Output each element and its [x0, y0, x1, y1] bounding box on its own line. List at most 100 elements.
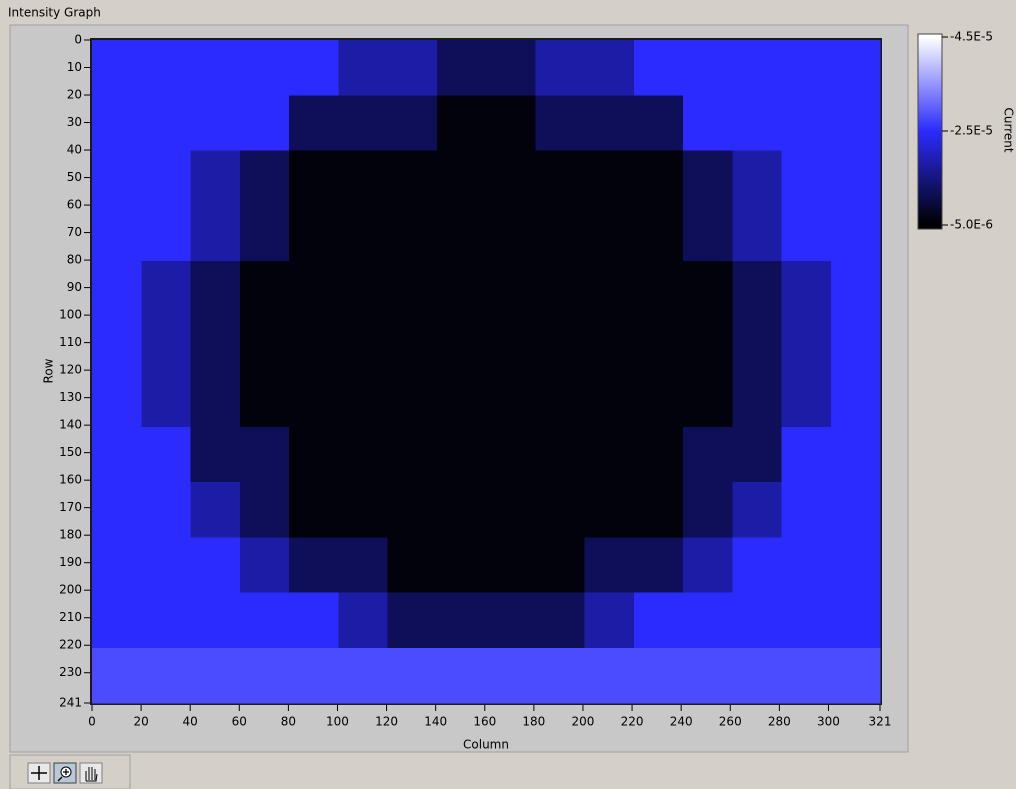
heatmap-cell	[486, 261, 536, 317]
x-tick-label: 280	[768, 715, 791, 729]
heatmap-cell	[535, 40, 585, 96]
heatmap-cell	[388, 427, 438, 483]
heatmap-cell	[240, 482, 290, 538]
y-tick-label: 180	[59, 528, 82, 542]
y-tick-label: 70	[67, 225, 82, 239]
heatmap-cell	[191, 372, 241, 428]
heatmap-cell	[486, 206, 536, 262]
heatmap-cell	[683, 537, 733, 593]
heatmap-cell	[634, 593, 684, 649]
heatmap-cell	[289, 593, 339, 649]
heatmap-cell	[191, 648, 241, 704]
heatmap-cell	[585, 316, 635, 372]
heatmap-cell	[289, 206, 339, 262]
heatmap-cell	[634, 40, 684, 96]
cursor-tool[interactable]	[28, 763, 50, 783]
x-tick-label: 20	[133, 715, 148, 729]
heatmap-cell	[683, 206, 733, 262]
heatmap-cell	[141, 206, 191, 262]
heatmap-cell	[141, 151, 191, 207]
y-tick-label: 170	[59, 500, 82, 514]
y-tick-label: 90	[67, 280, 82, 294]
heatmap-cell	[92, 482, 142, 538]
heatmap-cell	[486, 537, 536, 593]
heatmap-cell	[289, 95, 339, 151]
heatmap-cell	[486, 316, 536, 372]
heatmap-cell	[535, 427, 585, 483]
colorbar	[918, 34, 942, 229]
heatmap-cell	[92, 206, 142, 262]
x-tick-label: 200	[572, 715, 595, 729]
y-tick-label: 120	[59, 363, 82, 377]
heatmap-cell	[585, 40, 635, 96]
heatmap-cell	[338, 648, 388, 704]
heatmap-cell	[240, 316, 290, 372]
heatmap-cell	[782, 372, 832, 428]
heatmap-cell	[437, 151, 487, 207]
heatmap-cell	[831, 593, 881, 649]
heatmap-cell	[535, 593, 585, 649]
heatmap-cell	[92, 316, 142, 372]
heatmap-cell	[634, 537, 684, 593]
heatmap-cell	[141, 40, 191, 96]
heatmap-cell	[191, 40, 241, 96]
heatmap-cell	[92, 261, 142, 317]
heatmap-cell	[289, 316, 339, 372]
colorbar-tick-label: -5.0E-6	[950, 218, 993, 232]
heatmap-cell	[437, 40, 487, 96]
heatmap-cell	[831, 40, 881, 96]
heatmap-cell	[683, 372, 733, 428]
heatmap-cell	[486, 372, 536, 428]
y-tick-label: 40	[67, 143, 82, 157]
heatmap-cell	[338, 206, 388, 262]
x-tick-label: 0	[88, 715, 96, 729]
heatmap-cell	[92, 648, 142, 704]
heatmap-cell	[486, 593, 536, 649]
heatmap-cell	[388, 648, 438, 704]
heatmap-cell	[683, 427, 733, 483]
heatmap-cell	[388, 95, 438, 151]
heatmap-cell	[289, 40, 339, 96]
heatmap-cell	[191, 151, 241, 207]
heatmap-cell	[732, 427, 782, 483]
heatmap-cell	[141, 316, 191, 372]
heatmap-cell	[289, 261, 339, 317]
heatmap-cell	[732, 316, 782, 372]
heatmap-cell	[141, 593, 191, 649]
heatmap-cell	[732, 261, 782, 317]
graph-label: Intensity Graph	[8, 6, 101, 20]
heatmap-cell	[240, 537, 290, 593]
heatmap-cell	[634, 427, 684, 483]
heatmap-cell	[338, 151, 388, 207]
y-tick-label: 200	[59, 583, 82, 597]
heatmap-cell	[191, 482, 241, 538]
x-tick-label: 260	[719, 715, 742, 729]
heatmap-cell	[437, 261, 487, 317]
x-tick-label: 60	[232, 715, 247, 729]
heatmap-cell	[437, 537, 487, 593]
y-tick-label: 220	[59, 638, 82, 652]
heatmap-cell	[388, 151, 438, 207]
heatmap-cell	[388, 593, 438, 649]
heatmap-cell	[240, 261, 290, 317]
heatmap-cell	[437, 206, 487, 262]
pan-tool[interactable]	[80, 763, 102, 783]
colorbar-tick-label: -2.5E-5	[950, 124, 993, 138]
heatmap-cell	[240, 593, 290, 649]
heatmap-cell	[240, 206, 290, 262]
heatmap-cell	[240, 648, 290, 704]
heatmap-cell	[437, 427, 487, 483]
y-tick-label: 230	[59, 665, 82, 679]
heatmap-cell	[92, 40, 142, 96]
heatmap-cell	[191, 206, 241, 262]
page: Intensity Graph Row Column Current 02040…	[0, 0, 1016, 789]
y-tick-label: 60	[67, 198, 82, 212]
heatmap-cell	[437, 95, 487, 151]
heatmap-cell	[141, 648, 191, 704]
heatmap-cell	[92, 151, 142, 207]
heatmap-cell	[831, 151, 881, 207]
zoom-tool[interactable]	[54, 763, 76, 783]
x-tick-label: 140	[424, 715, 447, 729]
x-tick-label: 220	[621, 715, 644, 729]
heatmap-cell	[486, 482, 536, 538]
